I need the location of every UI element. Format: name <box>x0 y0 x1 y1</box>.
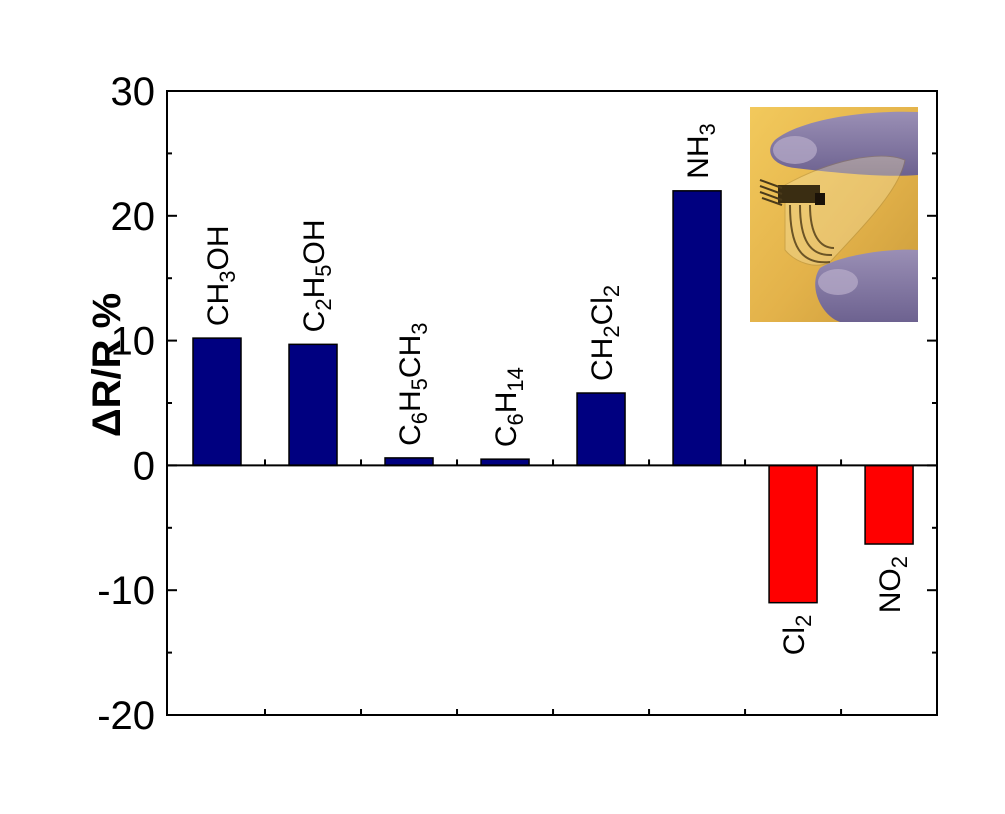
y-tick-label: -10 <box>97 569 155 613</box>
bar-label: C6H5CH3 <box>394 322 432 445</box>
y-tick-label: 10 <box>111 320 156 364</box>
y-tick-label: 20 <box>111 195 156 239</box>
bar-label: C6H14 <box>490 367 528 447</box>
bar <box>768 464 818 604</box>
y-tick-label: -20 <box>97 694 155 738</box>
bar-label: NH3 <box>682 123 720 179</box>
bar <box>192 337 242 467</box>
x-axis-ticks <box>264 459 843 715</box>
bar <box>672 190 722 467</box>
flexible-sensor-photo <box>750 107 918 322</box>
bar-labels: CH3OH C2H5OH C6H5CH3 C6H14 CH2Cl2 NH3 Cl2 NO2 <box>202 123 912 655</box>
bar <box>288 343 338 467</box>
bar <box>576 392 626 467</box>
bar-label: NO2 <box>874 556 912 613</box>
y-tick-label: 30 <box>111 70 156 114</box>
bar-label: CH3OH <box>202 226 240 327</box>
y-axis-title: ΔR/R % <box>85 293 129 437</box>
bar <box>384 457 434 467</box>
bar-label: Cl2 <box>778 615 816 656</box>
y-axis-tick-labels: -20 -10 0 10 20 30 <box>97 70 155 738</box>
bar-label: CH2Cl2 <box>586 285 624 381</box>
bar <box>864 464 914 545</box>
y-tick-label: 0 <box>133 444 155 488</box>
bar-label: C2H5OH <box>298 220 336 333</box>
